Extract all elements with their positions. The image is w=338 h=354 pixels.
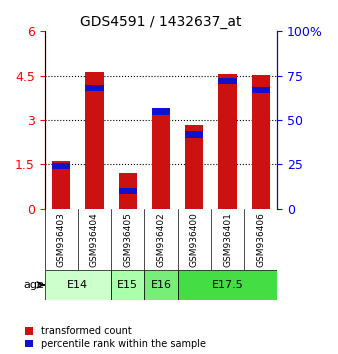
- Text: GSM936404: GSM936404: [90, 212, 99, 267]
- Bar: [178, 270, 277, 300]
- Bar: [85, 72, 104, 209]
- Bar: [218, 78, 237, 84]
- Text: E17.5: E17.5: [212, 280, 243, 290]
- Text: GSM936406: GSM936406: [256, 212, 265, 267]
- Bar: [111, 270, 144, 300]
- Text: E15: E15: [117, 280, 138, 290]
- Bar: [119, 173, 137, 209]
- Bar: [152, 108, 170, 114]
- Bar: [251, 87, 270, 93]
- Text: GSM936401: GSM936401: [223, 212, 232, 267]
- Legend: transformed count, percentile rank within the sample: transformed count, percentile rank withi…: [25, 326, 206, 349]
- Text: GSM936402: GSM936402: [156, 212, 166, 267]
- Bar: [185, 131, 203, 138]
- Bar: [52, 163, 70, 170]
- Bar: [45, 270, 111, 300]
- Bar: [119, 188, 137, 194]
- Bar: [152, 112, 170, 209]
- Title: GDS4591 / 1432637_at: GDS4591 / 1432637_at: [80, 15, 242, 29]
- Text: GSM936403: GSM936403: [57, 212, 66, 267]
- Bar: [251, 75, 270, 209]
- Text: E16: E16: [150, 280, 171, 290]
- Text: E14: E14: [67, 280, 89, 290]
- Bar: [218, 74, 237, 209]
- Bar: [144, 270, 178, 300]
- Bar: [52, 161, 70, 209]
- Text: GSM936405: GSM936405: [123, 212, 132, 267]
- Text: age: age: [23, 280, 44, 290]
- Bar: [185, 125, 203, 209]
- Bar: [85, 85, 104, 91]
- Text: GSM936400: GSM936400: [190, 212, 199, 267]
